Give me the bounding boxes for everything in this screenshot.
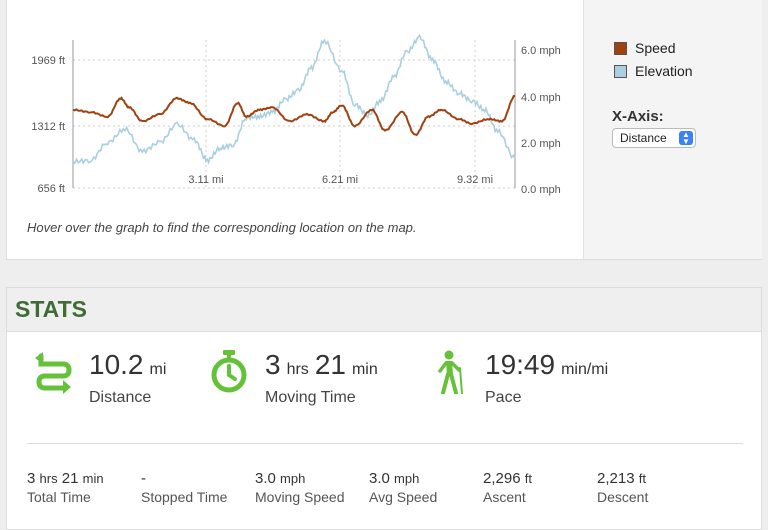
ascent-unit: ft <box>524 471 532 486</box>
elevation-speed-chart-card: 1969 ft 1312 ft 656 ft 6.0 mph 4.0 mph 2.0 mp… <box>6 0 762 260</box>
right-tick-label: 2.0 mph <box>521 138 561 150</box>
chart-legend-panel: Speed Elevation X-Axis: Distance ▲ ▼ <box>583 0 762 259</box>
total-min-unit: min <box>82 471 104 486</box>
legend-elevation[interactable]: Elevation <box>614 63 693 79</box>
avg-speed-stat: 3.0 mph Avg Speed <box>369 470 437 505</box>
x-tick-label: 3.11 mi <box>188 174 223 186</box>
descent-unit: ft <box>638 471 646 486</box>
distance-value: 10.2 <box>89 349 144 380</box>
right-tick-label: 6.0 mph <box>521 45 561 57</box>
moving-time-stat: 3 hrs 21 min Moving Time <box>209 350 384 407</box>
pace-value: 19:49 <box>485 349 556 380</box>
left-tick-label: 656 ft <box>37 183 65 195</box>
stats-card: STATS 10.2 mi Distance 3 hrs 21 min Moving T… <box>6 287 762 530</box>
avg-speed-value: 3.0 <box>369 470 390 487</box>
elevation-swatch <box>614 64 627 78</box>
legend-elevation-label: Elevation <box>635 63 693 79</box>
total-min-value: 21 <box>61 470 79 487</box>
hiker-icon <box>438 350 463 394</box>
right-tick-label: 0.0 mph <box>521 184 561 196</box>
ascent-value: 2,296 <box>483 470 521 487</box>
descent-value: 2,213 <box>597 470 635 487</box>
moving-min-unit: min <box>351 361 378 378</box>
xaxis-select-value: Distance <box>620 131 667 145</box>
select-arrows-icon: ▲ ▼ <box>679 131 693 146</box>
moving-speed-value: 3.0 <box>255 470 276 487</box>
right-tick-label: 4.0 mph <box>521 92 561 104</box>
descent-label: Descent <box>597 489 649 505</box>
pace-label: Pace <box>485 389 522 406</box>
total-time-stat: 3 hrs 21 min Total Time <box>27 470 104 505</box>
stats-divider <box>27 443 743 444</box>
speed-swatch <box>614 41 627 55</box>
left-tick-label: 1969 ft <box>31 55 65 67</box>
stopped-time-label: Stopped Time <box>141 489 228 505</box>
pace-unit: min/mi <box>561 361 609 378</box>
moving-min-value: 21 <box>314 349 346 380</box>
chart-area[interactable]: 1969 ft 1312 ft 656 ft 6.0 mph 4.0 mph 2.0 mp… <box>7 0 583 260</box>
moving-speed-stat: 3.0 mph Moving Speed <box>255 470 345 505</box>
line-chart[interactable]: 1969 ft 1312 ft 656 ft 6.0 mph 4.0 mph 2.0 mp… <box>7 0 583 210</box>
descent-stat: 2,213 ft Descent <box>597 470 648 505</box>
x-tick-label: 9.32 mi <box>457 174 493 186</box>
x-tick-label: 6.21 mi <box>322 174 358 186</box>
left-tick-label: 1312 ft <box>31 121 65 133</box>
distance-unit: mi <box>149 361 167 378</box>
hover-note: Hover over the graph to find the corresp… <box>27 220 417 235</box>
pace-stat: 19:49 min/mi Pace <box>429 350 614 407</box>
moving-hrs-value: 3 <box>265 349 281 380</box>
legend-speed-label: Speed <box>635 40 676 56</box>
moving-time-label: Moving Time <box>265 389 356 406</box>
moving-hrs-unit: hrs <box>286 361 309 378</box>
xaxis-select[interactable]: Distance ▲ ▼ <box>612 128 696 148</box>
avg-speed-unit: mph <box>394 471 420 486</box>
distance-stat: 10.2 mi Distance <box>33 350 172 407</box>
elevation-series-line <box>72 33 516 165</box>
stopped-time-stat: - Stopped Time <box>141 470 227 505</box>
distance-label: Distance <box>89 389 152 406</box>
route-arrows-icon <box>35 352 72 394</box>
stopped-time-value: - <box>141 470 146 487</box>
moving-speed-label: Moving Speed <box>255 489 345 505</box>
moving-speed-unit: mph <box>280 471 306 486</box>
speed-series-line <box>72 95 515 137</box>
stopwatch-icon <box>211 350 247 393</box>
ascent-stat: 2,296 ft Ascent <box>483 470 532 505</box>
total-hrs-value: 3 <box>27 470 36 487</box>
xaxis-label: X-Axis: <box>612 108 664 125</box>
avg-speed-label: Avg Speed <box>369 489 438 505</box>
ascent-label: Ascent <box>483 489 526 505</box>
legend-speed[interactable]: Speed <box>614 40 675 56</box>
stats-title: STATS <box>7 288 761 332</box>
total-hrs-unit: hrs <box>39 471 58 486</box>
total-time-label: Total Time <box>27 489 91 505</box>
